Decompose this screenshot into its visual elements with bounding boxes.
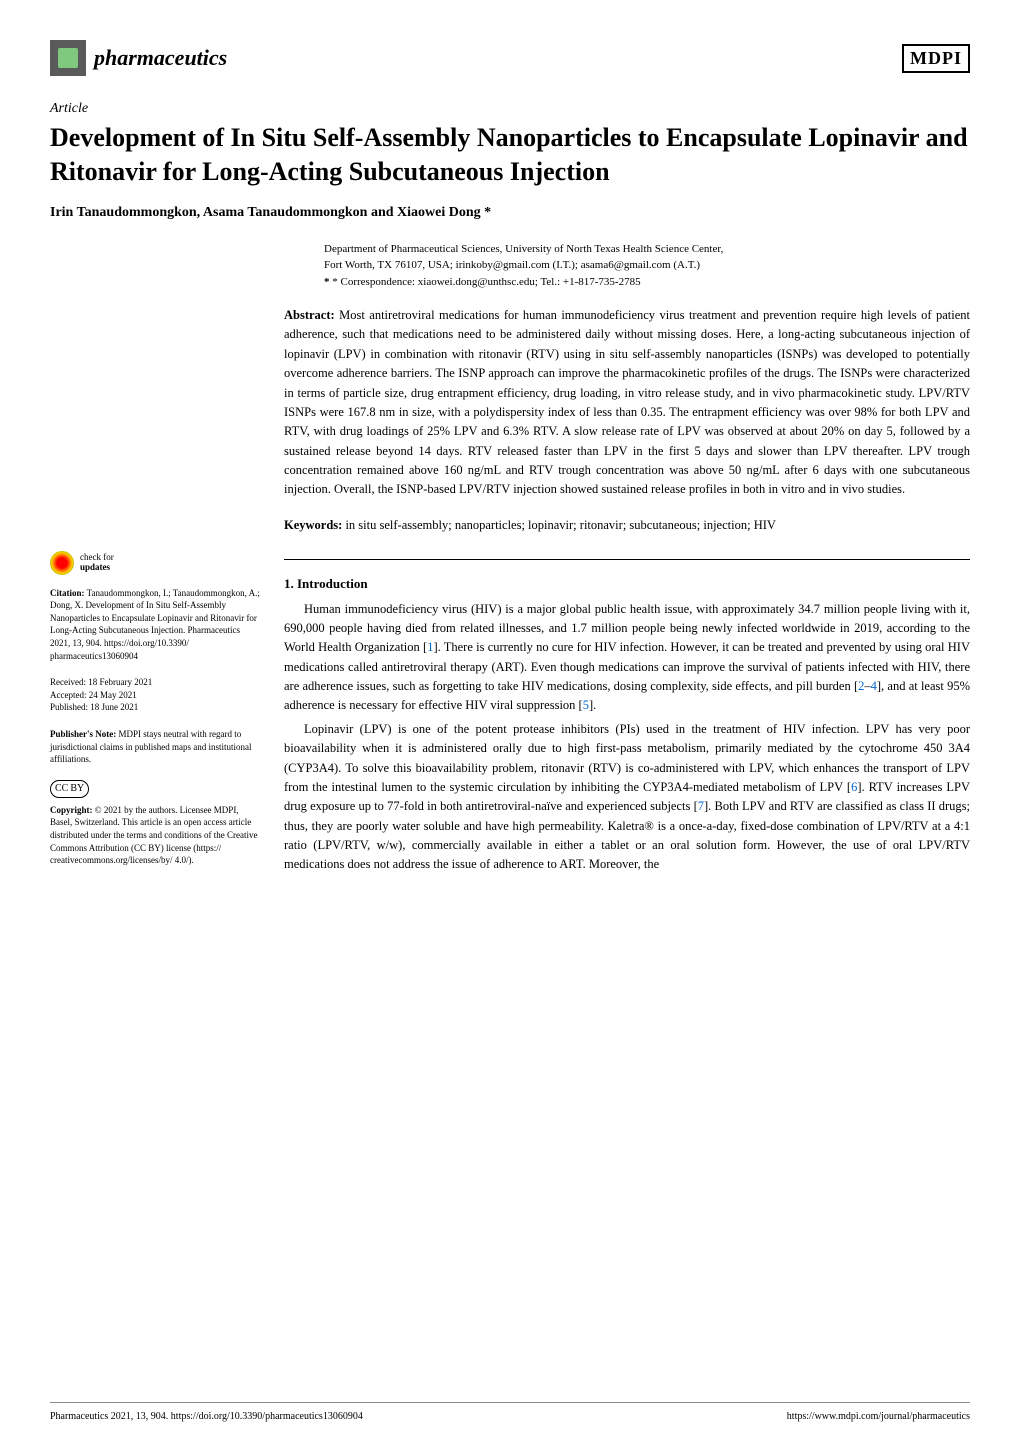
cc-icon: CC BY [50, 780, 89, 798]
journal-logo-icon [50, 40, 86, 76]
journal-logo: pharmaceutics [50, 40, 227, 76]
copyright-label: Copyright: [50, 805, 93, 815]
publishers-note-block: Publisher's Note: MDPI stays neutral wit… [50, 728, 260, 766]
intro-paragraph-2: Lopinavir (LPV) is one of the potent pro… [284, 720, 970, 875]
header-row: pharmaceutics MDPI [50, 40, 970, 76]
affiliation-dept: Department of Pharmaceutical Sciences, U… [324, 241, 970, 258]
check-updates[interactable]: check forupdates [50, 551, 260, 575]
affiliation-address: Fort Worth, TX 76107, USA; irinkoby@gmai… [324, 257, 970, 274]
keywords-text: in situ self-assembly; nanoparticles; lo… [345, 518, 775, 532]
accepted-date: Accepted: 24 May 2021 [50, 689, 260, 702]
section-title: 1. Introduction [284, 576, 970, 592]
received-date: Received: 18 February 2021 [50, 676, 260, 689]
abstract-text: Most antiretroviral medications for huma… [284, 308, 970, 496]
keywords-label: Keywords: [284, 518, 342, 532]
citation-text: Tanaudommongkon, I.; Tanaudommongkon, A.… [50, 588, 260, 661]
authors: Irin Tanaudommongkon, Asama Tanaudommong… [50, 205, 970, 221]
citation-block: Citation: Tanaudommongkon, I.; Tanaudomm… [50, 587, 260, 663]
article-title: Development of In Situ Self-Assembly Nan… [50, 121, 970, 189]
check-updates-label: check forupdates [80, 553, 114, 573]
abstract-label: Abstract: [284, 308, 335, 322]
section-divider [284, 559, 970, 560]
journal-name: pharmaceutics [94, 45, 227, 71]
footer: Pharmaceutics 2021, 13, 904. https://doi… [50, 1402, 970, 1422]
intro-paragraph-1: Human immunodeficiency virus (HIV) is a … [284, 600, 970, 716]
dates-block: Received: 18 February 2021 Accepted: 24 … [50, 676, 260, 714]
cc-license-badge: CC BY [50, 780, 260, 798]
main-column: Department of Pharmaceutical Sciences, U… [284, 241, 970, 881]
correspondence: * * Correspondence: xiaowei.dong@unthsc.… [324, 274, 970, 291]
footer-right: https://www.mdpi.com/journal/pharmaceuti… [787, 1411, 970, 1422]
check-updates-icon [50, 551, 74, 575]
copyright-block: Copyright: © 2021 by the authors. Licens… [50, 804, 260, 867]
keywords-block: Keywords: in situ self-assembly; nanopar… [284, 516, 970, 535]
affiliation-block: Department of Pharmaceutical Sciences, U… [324, 241, 970, 291]
citation-label: Citation: [50, 588, 85, 598]
publishers-note-label: Publisher's Note: [50, 729, 116, 739]
published-date: Published: 18 June 2021 [50, 701, 260, 714]
sidebar: check forupdates Citation: Tanaudommongk… [50, 241, 260, 881]
article-type: Article [50, 101, 970, 117]
publisher-logo: MDPI [902, 44, 970, 73]
footer-left: Pharmaceutics 2021, 13, 904. https://doi… [50, 1411, 363, 1422]
abstract-block: Abstract: Most antiretroviral medication… [284, 306, 970, 500]
by-icon: BY [70, 782, 84, 796]
